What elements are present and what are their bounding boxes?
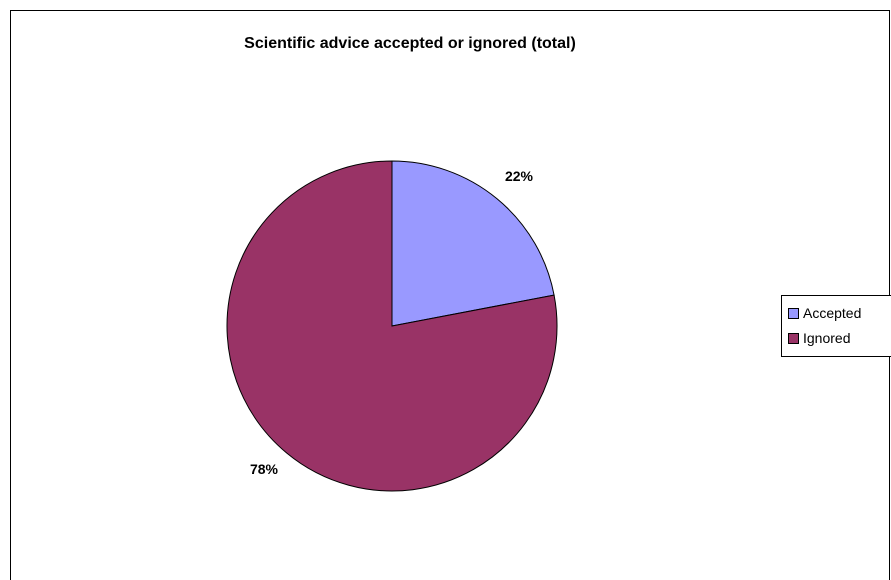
legend-item-accepted: Accepted <box>788 304 861 322</box>
legend-swatch-ignored <box>788 332 799 344</box>
data-label-ignored: 78% <box>250 461 279 477</box>
chart-title: Scientific advice accepted or ignored (t… <box>244 35 576 52</box>
legend-label-ignored: Ignored <box>803 330 851 346</box>
data-label-accepted: 22% <box>505 168 534 184</box>
legend-label-accepted: Accepted <box>803 305 862 321</box>
legend-swatch-accepted <box>788 307 799 319</box>
pie-slice-accepted <box>391 160 555 327</box>
legend-item-ignored: Ignored <box>788 329 850 347</box>
pie-slice-ignored <box>226 160 558 492</box>
legend: Accepted Ignored <box>781 295 891 357</box>
